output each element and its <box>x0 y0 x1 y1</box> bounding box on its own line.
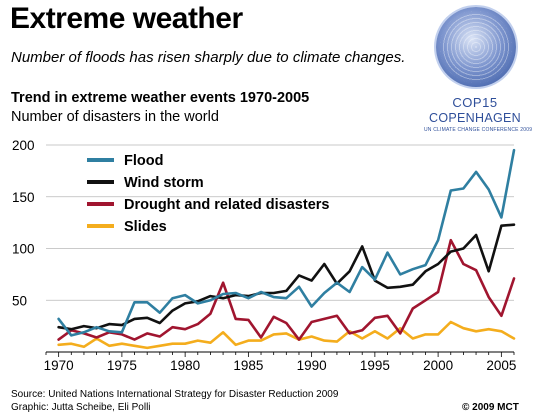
cop15-logo: COP15 COPENHAGEN UN CLIMATE CHANGE CONFE… <box>424 5 533 145</box>
page-title: Extreme weather <box>10 2 243 35</box>
page-subtitle: Number of floods has risen sharply due t… <box>11 49 406 66</box>
series-line-flood <box>57 148 516 337</box>
x-tick-label-1975: 1975 <box>107 358 137 373</box>
x-tick-label-1985: 1985 <box>233 358 263 373</box>
legend-label-wind-storm: Wind storm <box>124 175 204 191</box>
x-tick-label-2000: 2000 <box>423 358 453 373</box>
series-line-slides <box>57 320 516 350</box>
logo-tagline-text: UN CLIMATE CHANGE CONFERENCE 2009 <box>424 127 533 133</box>
legend-label-slides: Slides <box>124 219 167 235</box>
x-tick-label-1970: 1970 <box>44 358 74 373</box>
x-tick-label-1980: 1980 <box>170 358 200 373</box>
graphic-credit: Graphic: Jutta Scheibe, Eli Polli <box>11 402 151 413</box>
x-tick-label-2005: 2005 <box>486 358 516 373</box>
chart-y-axis-label: Number of disasters in the world <box>11 109 219 125</box>
y-tick-label-50: 50 <box>12 293 27 308</box>
legend-label-drought-and-related-disasters: Drought and related disasters <box>124 197 329 213</box>
globe-icon <box>436 7 516 87</box>
x-tick-label-1990: 1990 <box>297 358 327 373</box>
series-line-wind-storm <box>57 223 516 331</box>
y-tick-label-100: 100 <box>12 242 35 257</box>
logo-cop15-text: COP15 <box>452 95 498 110</box>
logo-copenhagen-text: COPENHAGEN <box>429 111 521 125</box>
y-tick-label-200: 200 <box>12 138 35 153</box>
chart-title: Trend in extreme weather events 1970-200… <box>11 90 310 106</box>
source-note: Source: United Nations International Str… <box>11 389 339 400</box>
x-tick-label-1995: 1995 <box>360 358 390 373</box>
copyright-note: © 2009 MCT <box>462 402 519 413</box>
legend-label-flood: Flood <box>124 153 163 169</box>
y-tick-label-150: 150 <box>12 190 35 205</box>
series-line-drought-and-related-disasters <box>57 238 516 341</box>
